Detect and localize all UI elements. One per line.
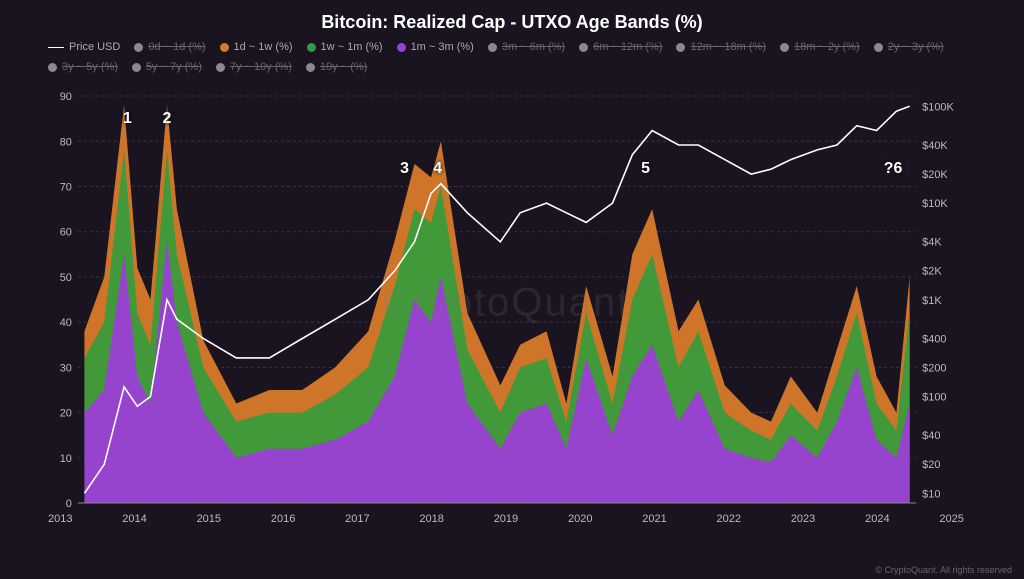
legend-item[interactable]: 3m ~ 6m (%) — [488, 41, 565, 53]
legend-item[interactable]: 0d ~ 1d (%) — [134, 41, 205, 53]
svg-text:90: 90 — [60, 91, 72, 103]
x-tick-label: 2021 — [642, 513, 666, 525]
x-tick-label: 2025 — [939, 513, 963, 525]
x-tick-label: 2013 — [48, 513, 72, 525]
x-tick-label: 2015 — [197, 513, 221, 525]
legend-label: 7y ~ 10y (%) — [230, 61, 292, 73]
x-tick-label: 2018 — [419, 513, 443, 525]
legend-dot-swatch — [216, 63, 225, 72]
svg-text:80: 80 — [60, 136, 72, 148]
legend-dot-swatch — [676, 43, 685, 52]
peak-annotation: 1 — [123, 110, 132, 127]
legend-dot-swatch — [307, 43, 316, 52]
legend-label: 0d ~ 1d (%) — [148, 41, 205, 53]
legend-label: 1d ~ 1w (%) — [234, 41, 293, 53]
svg-text:70: 70 — [60, 181, 72, 193]
svg-text:40: 40 — [60, 317, 72, 329]
svg-text:$20K: $20K — [922, 169, 948, 181]
x-tick-label: 2022 — [717, 513, 741, 525]
x-tick-label: 2017 — [345, 513, 369, 525]
legend-label: 12m ~ 18m (%) — [690, 41, 766, 53]
legend-dot-swatch — [488, 43, 497, 52]
peak-annotation: 5 — [641, 160, 650, 177]
attribution: © CryptoQuant. All rights reserved — [875, 565, 1012, 575]
svg-text:$4K: $4K — [922, 237, 942, 249]
x-tick-label: 2016 — [271, 513, 295, 525]
svg-text:$100: $100 — [922, 392, 946, 404]
peak-annotation: 2 — [163, 110, 172, 127]
svg-text:$100K: $100K — [922, 101, 954, 113]
legend-dot-swatch — [132, 63, 141, 72]
svg-text:$200: $200 — [922, 362, 946, 374]
legend-label: 6m ~ 12m (%) — [593, 41, 662, 53]
x-tick-label: 2020 — [568, 513, 592, 525]
legend-item[interactable]: 6m ~ 12m (%) — [579, 41, 662, 53]
svg-text:$1K: $1K — [922, 295, 942, 307]
svg-text:$40K: $40K — [922, 140, 948, 152]
legend-item[interactable]: 3y ~ 5y (%) — [48, 61, 118, 73]
legend-label: 5y ~ 7y (%) — [146, 61, 202, 73]
legend-label: 10y ~ (%) — [320, 61, 367, 73]
plot-area: CryptoQuant 0102030405060708090$10$20$40… — [48, 79, 964, 509]
svg-text:50: 50 — [60, 272, 72, 284]
legend-item[interactable]: 10y ~ (%) — [306, 61, 367, 73]
legend-item[interactable]: 1w ~ 1m (%) — [307, 41, 383, 53]
svg-text:10: 10 — [60, 453, 72, 465]
legend-dot-swatch — [397, 43, 406, 52]
legend-label: 18m ~ 2y (%) — [794, 41, 860, 53]
legend-label: 1w ~ 1m (%) — [321, 41, 383, 53]
legend-label: 3m ~ 6m (%) — [502, 41, 565, 53]
peak-annotation: 4 — [433, 160, 442, 177]
legend-dot-swatch — [780, 43, 789, 52]
peak-annotation: ?6 — [884, 160, 903, 177]
x-tick-label: 2019 — [494, 513, 518, 525]
legend-item[interactable]: 7y ~ 10y (%) — [216, 61, 292, 73]
legend-dot-swatch — [306, 63, 315, 72]
x-axis-ticks: 2013 2014 2015 2016 2017 2018 2019 2020 2021 2022… — [48, 513, 964, 525]
legend-dot-swatch — [579, 43, 588, 52]
x-tick-label: 2023 — [791, 513, 815, 525]
legend-line-swatch — [48, 47, 64, 48]
svg-text:$2K: $2K — [922, 266, 942, 278]
legend-item[interactable]: Price USD — [48, 41, 120, 53]
svg-text:$20: $20 — [922, 459, 940, 471]
legend-dot-swatch — [48, 63, 57, 72]
chart-container: Bitcoin: Realized Cap - UTXO Age Bands (… — [0, 0, 1024, 579]
x-tick-label: 2024 — [865, 513, 889, 525]
svg-text:$400: $400 — [922, 333, 946, 345]
chart-legend: Price USD 0d ~ 1d (%) 1d ~ 1w (%) 1w ~ 1m (… — [8, 41, 1016, 79]
legend-item[interactable]: 18m ~ 2y (%) — [780, 41, 860, 53]
chart-title: Bitcoin: Realized Cap - UTXO Age Bands (… — [8, 12, 1016, 33]
legend-label: 2y ~ 3y (%) — [888, 41, 944, 53]
legend-label: 1m ~ 3m (%) — [411, 41, 474, 53]
legend-dot-swatch — [134, 43, 143, 52]
legend-label: 3y ~ 5y (%) — [62, 61, 118, 73]
legend-item[interactable]: 1m ~ 3m (%) — [397, 41, 474, 53]
svg-text:30: 30 — [60, 362, 72, 374]
legend-dot-swatch — [220, 43, 229, 52]
svg-text:$10K: $10K — [922, 198, 948, 210]
legend-item[interactable]: 2y ~ 3y (%) — [874, 41, 944, 53]
legend-item[interactable]: 12m ~ 18m (%) — [676, 41, 766, 53]
peak-annotation: 3 — [400, 160, 409, 177]
svg-text:$10: $10 — [922, 488, 940, 500]
svg-text:0: 0 — [66, 498, 72, 509]
legend-label: Price USD — [69, 41, 120, 53]
chart-svg: 0 10 20 30 40 50 60 70 80 90 $10 $20 $40 $100 $200 $400… — [48, 79, 964, 509]
legend-item[interactable]: 1d ~ 1w (%) — [220, 41, 293, 53]
x-tick-label: 2014 — [122, 513, 146, 525]
legend-item[interactable]: 5y ~ 7y (%) — [132, 61, 202, 73]
svg-text:20: 20 — [60, 408, 72, 420]
svg-text:$40: $40 — [922, 430, 940, 442]
svg-text:60: 60 — [60, 227, 72, 239]
legend-dot-swatch — [874, 43, 883, 52]
